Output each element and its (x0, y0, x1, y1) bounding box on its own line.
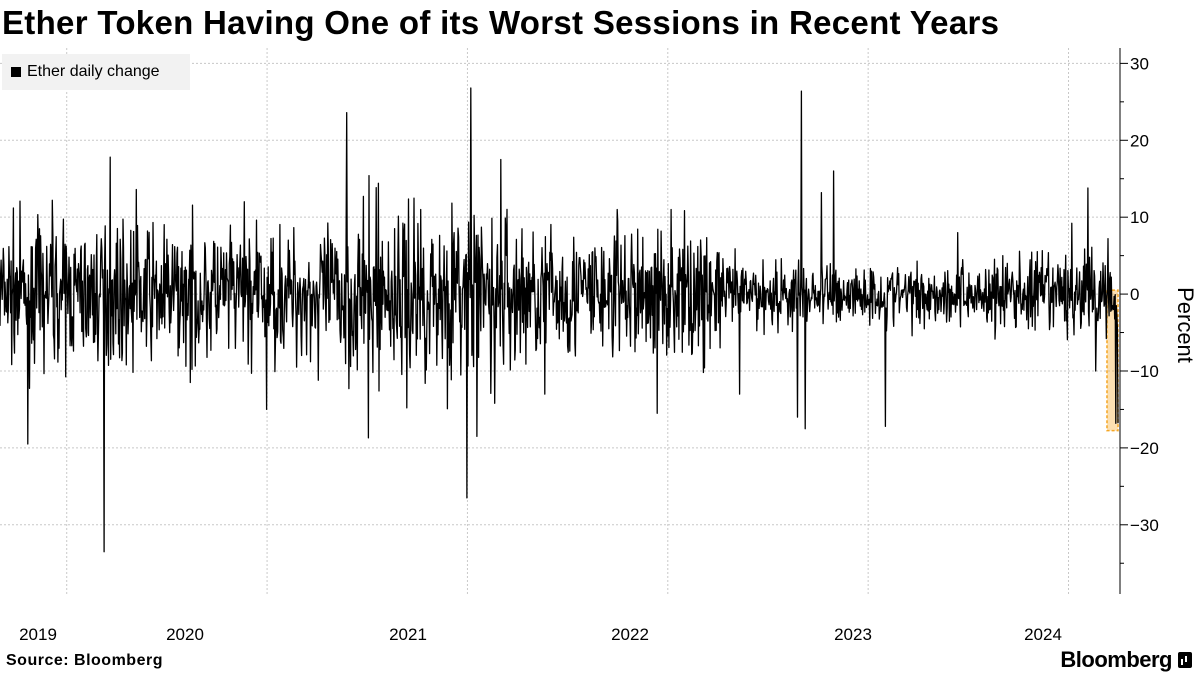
x-tick-label-2019: 2019 (19, 625, 57, 644)
x-tick-label-2023: 2023 (834, 625, 872, 644)
x-tick-label-2024: 2024 (1024, 625, 1062, 644)
series-line-ether-daily-change (0, 87, 1119, 553)
y-tick-label: 20 (1130, 131, 1149, 150)
y-tick-label: 10 (1130, 208, 1149, 227)
y-tick-label: −20 (1130, 439, 1159, 458)
y-tick-label: −30 (1130, 516, 1159, 535)
brand-logo: Bloomberg (1060, 647, 1192, 673)
y-tick-label: −10 (1130, 362, 1159, 381)
x-tick-label-2020: 2020 (166, 625, 204, 644)
x-tick-label-2021: 2021 (389, 625, 427, 644)
y-axis-label: Percent (1173, 287, 1198, 363)
bloomberg-chart-icon (1178, 652, 1192, 668)
y-tick-label: 30 (1130, 54, 1149, 73)
brand-name: Bloomberg (1060, 647, 1172, 672)
x-tick-label-2022: 2022 (611, 625, 649, 644)
chart-title: Ether Token Having One of its Worst Sess… (2, 4, 1000, 41)
legend-swatch (11, 67, 21, 77)
legend: Ether daily change (2, 54, 190, 90)
y-tick-label: 0 (1130, 285, 1139, 304)
y-axis: 30 20 10 0 −10 −20 −30 Percent (1119, 48, 1198, 594)
series-group (0, 87, 1119, 553)
source-note: Source: Bloomberg (6, 652, 163, 669)
legend-label: Ether daily change (27, 63, 160, 80)
x-axis-labels: 2019 2020 2021 2022 2023 2024 (19, 625, 1062, 644)
